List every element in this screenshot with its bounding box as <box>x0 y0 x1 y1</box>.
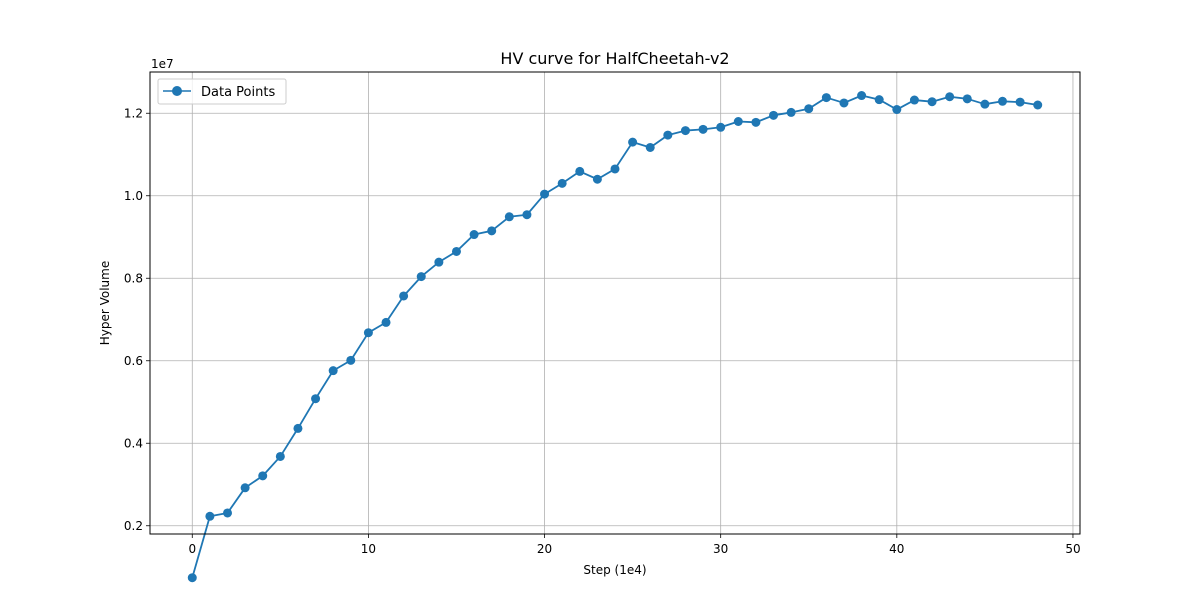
data-point <box>293 423 303 433</box>
y-tick-label: 1.2 <box>124 106 143 120</box>
data-point <box>363 328 373 338</box>
data-point <box>698 124 708 134</box>
data-point <box>962 94 972 104</box>
data-point <box>240 483 250 493</box>
legend-box <box>157 78 287 105</box>
data-point <box>434 257 444 267</box>
data-point <box>733 117 743 126</box>
data-point <box>998 96 1007 106</box>
data-point <box>416 272 426 282</box>
data-point <box>645 142 655 152</box>
y-tick-label: 0.4 <box>124 436 143 450</box>
series-layer <box>187 91 1043 583</box>
data-point <box>205 511 215 521</box>
data-point <box>1015 97 1025 107</box>
data-point <box>857 91 867 101</box>
data-point <box>769 110 779 120</box>
y-tick-label: 0.8 <box>124 271 143 285</box>
plot-frame <box>149 71 1081 535</box>
legend-marker <box>172 86 182 96</box>
x-axis-label: Step (1e4) <box>583 563 646 577</box>
data-point <box>381 317 391 327</box>
data-point <box>592 174 602 184</box>
x-tick-label: 40 <box>889 542 904 556</box>
data-point <box>575 166 585 176</box>
data-point <box>504 212 514 222</box>
data-point <box>892 105 902 115</box>
data-point <box>469 230 479 240</box>
data-point <box>187 573 197 583</box>
x-tick-label: 0 <box>188 542 196 556</box>
data-point <box>945 92 955 102</box>
data-point <box>487 226 497 236</box>
chart-title: HV curve for HalfCheetah-v2 <box>500 49 729 68</box>
x-tick-label: 20 <box>537 542 552 556</box>
y-scale-note: 1e7 <box>151 57 174 71</box>
data-point <box>258 471 268 481</box>
data-point <box>275 451 285 461</box>
data-point <box>909 95 919 105</box>
data-point <box>610 164 620 174</box>
data-point <box>927 97 937 107</box>
data-point <box>311 394 321 404</box>
data-point <box>751 117 761 127</box>
y-tick-label: 1.0 <box>124 189 143 203</box>
grid <box>150 72 1080 534</box>
data-point <box>346 355 356 365</box>
data-point <box>716 122 726 132</box>
data-point <box>540 189 550 199</box>
data-point <box>821 93 831 103</box>
x-tick-label: 30 <box>713 542 728 556</box>
legend: Data Points <box>157 78 287 105</box>
data-point <box>839 98 849 108</box>
y-tick-label: 0.2 <box>124 519 143 533</box>
data-point <box>451 246 461 256</box>
x-tick-label: 50 <box>1065 542 1080 556</box>
legend-label: Data Points <box>201 85 275 100</box>
data-point <box>522 210 532 220</box>
data-point <box>328 366 338 376</box>
data-point <box>874 95 884 105</box>
data-point <box>399 291 409 301</box>
data-point <box>980 99 990 109</box>
data-point <box>680 126 690 136</box>
data-point <box>663 130 673 140</box>
data-point <box>557 178 567 188</box>
y-axis-label: Hyper Volume <box>98 261 112 346</box>
data-point <box>628 137 638 147</box>
data-point <box>1033 100 1043 110</box>
data-point <box>804 104 814 114</box>
x-tick-label: 10 <box>361 542 376 556</box>
ticks: 0 10 20 30 40 50 0.2 0.4 0.6 0.8 1.0 1.2 <box>124 106 1081 556</box>
y-tick-label: 0.6 <box>124 354 143 368</box>
data-point <box>786 107 796 117</box>
data-point <box>223 508 232 518</box>
